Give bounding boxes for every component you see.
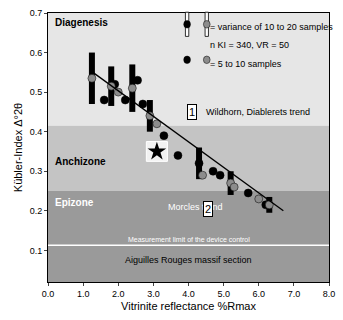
svg-text:2: 2 [205,203,211,215]
svg-text:0.3: 0.3 [30,166,43,176]
svg-text:2.0: 2.0 [112,289,125,299]
svg-text:n KI = 340, VR = 50: n KI = 340, VR = 50 [210,40,289,50]
svg-text:3.0: 3.0 [147,289,160,299]
svg-text:1: 1 [189,106,195,118]
svg-text:Wildhorn, Diablerets trend: Wildhorn, Diablerets trend [206,107,310,117]
svg-text:0.0: 0.0 [42,289,55,299]
svg-text:0.2: 0.2 [30,206,43,216]
svg-text:Epizone: Epizone [55,197,94,208]
svg-text:= 5 to 10 samples: = 5 to 10 samples [210,59,282,69]
svg-text:= variance of 10 to 20 samples: = variance of 10 to 20 samples [210,22,333,32]
svg-text:0.1: 0.1 [30,246,43,256]
svg-text:Aiguilles Rouges massif sectio: Aiguilles Rouges massif section [125,255,252,265]
svg-text:5.0: 5.0 [217,289,230,299]
svg-text:Vitrinite reflectance %Rmax: Vitrinite reflectance %Rmax [121,300,256,312]
svg-text:0.6: 0.6 [30,48,43,58]
svg-text:Diagenesis: Diagenesis [55,17,108,28]
svg-text:1.0: 1.0 [77,289,90,299]
svg-text:0.7: 0.7 [30,8,43,18]
svg-text:Kübler-Index Δ°2θ: Kübler-Index Δ°2θ [12,103,24,192]
svg-text:7.0: 7.0 [288,289,301,299]
svg-text:0.5: 0.5 [30,87,43,97]
svg-text:Anchizone: Anchizone [55,156,106,167]
svg-text:4.0: 4.0 [182,289,195,299]
svg-text:Morcles trend: Morcles trend [168,202,223,212]
svg-text:6.0: 6.0 [252,289,265,299]
svg-text:8.0: 8.0 [323,289,336,299]
svg-text:Measurement limit of the devic: Measurement limit of the device control [128,236,250,243]
svg-text:0.4: 0.4 [30,127,43,137]
